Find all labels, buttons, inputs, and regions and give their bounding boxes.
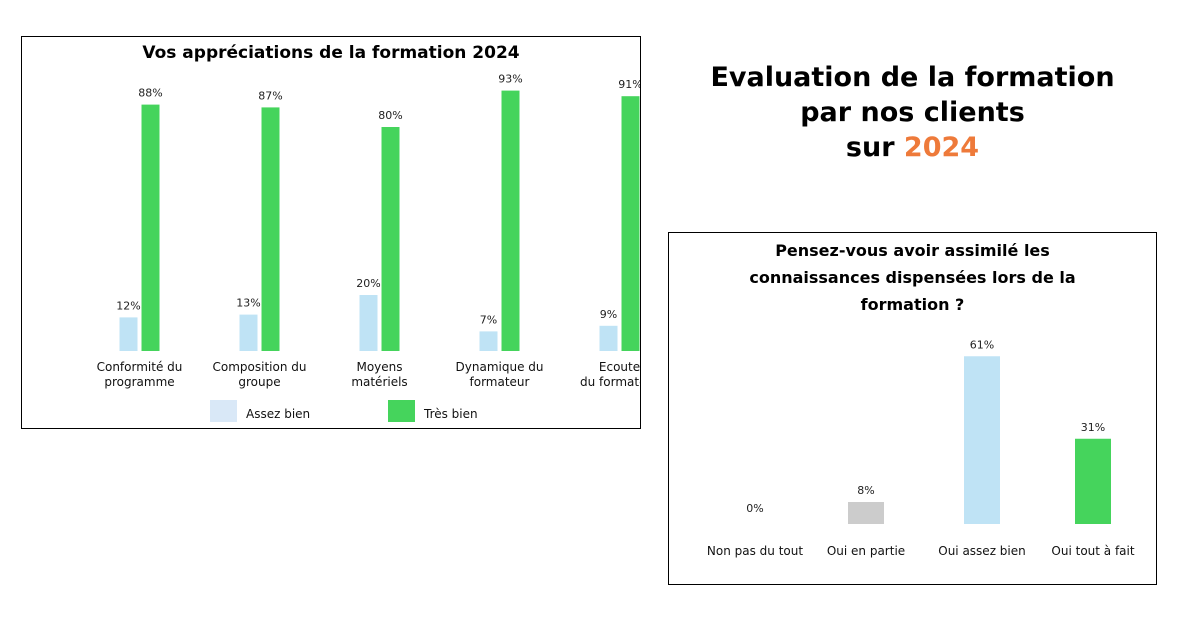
bar-tres-bien-3 [501, 90, 520, 351]
category-label: Oui en partie [827, 544, 905, 558]
legend-swatch-assez-bien [210, 400, 237, 422]
bar-tres-bien-2 [381, 127, 400, 351]
heading-line-3: sur 2024 [680, 130, 1145, 165]
bar-value-label: 93% [498, 73, 522, 86]
legend-label-assez-bien: Assez bien [246, 407, 310, 421]
bar-value-label: 7% [480, 313, 497, 326]
assimilation-chart-panel: Pensez-vous avoir assimilé les connaissa… [668, 232, 1157, 585]
category-label: Non pas du tout [707, 544, 803, 558]
bar-value-label: 9% [600, 308, 617, 321]
bar-value-label: 12% [116, 299, 140, 312]
bar-value-label: 13% [236, 297, 260, 310]
bar-tres-bien-0 [141, 104, 160, 351]
category-label: Moyens [356, 360, 402, 374]
bar-value-label: 8% [857, 484, 874, 497]
main-heading: Evaluation de la formation par nos clien… [680, 60, 1145, 165]
bar-value-label: 88% [138, 87, 162, 100]
assimilation-title-line-2: connaissances dispensées lors de la [749, 268, 1076, 287]
heading-line-1: Evaluation de la formation [710, 62, 1115, 93]
bar-value-label: 61% [970, 338, 994, 351]
legend-swatch-tres-bien [388, 400, 415, 422]
bar-assez-bien-3 [479, 331, 498, 351]
appreciation-chart-panel: Vos appréciations de la formation 2024 1… [21, 36, 641, 429]
category-label: formateur [470, 375, 530, 389]
assimilation-title-line-1: Pensez-vous avoir assimilé les [775, 241, 1050, 260]
bar-value-label: 31% [1081, 421, 1105, 434]
bar-value-label: 87% [258, 89, 282, 102]
bar-assez-bien-0 [119, 317, 138, 351]
bar-value-label: 80% [378, 109, 402, 122]
bar-tres-bien-4 [621, 96, 640, 351]
category-label: matériels [351, 375, 407, 389]
category-label: Composition du [213, 360, 307, 374]
bar-3 [1075, 438, 1111, 524]
bar-assez-bien-4 [599, 325, 618, 351]
heading-prefix: sur [845, 132, 904, 163]
bar-value-label: 91% [618, 78, 640, 91]
bar-value-label: 20% [356, 277, 380, 290]
assimilation-title-line-3: formation ? [860, 295, 965, 314]
category-label: du formateur [580, 375, 640, 389]
category-label: Ecoute [599, 360, 640, 374]
bar-assez-bien-1 [239, 314, 258, 351]
bar-assez-bien-2 [359, 295, 378, 351]
category-label: Oui assez bien [938, 544, 1026, 558]
heading-line-2: par nos clients [800, 97, 1025, 128]
bar-value-label: 0% [746, 502, 763, 515]
category-label: Conformité du [97, 360, 183, 374]
legend-label-tres-bien: Très bien [423, 407, 478, 421]
category-label: Dynamique du [456, 360, 544, 374]
assimilation-chart-svg: 0% Non pas du tout 8% Oui en partie 61% Oui a… [707, 338, 1135, 558]
assimilation-chart-title: Pensez-vous avoir assimilé les connaissa… [669, 237, 1156, 318]
bar-tres-bien-1 [261, 107, 280, 352]
appreciation-chart-title: Vos appréciations de la formation 2024 [142, 43, 520, 63]
heading-year: 2024 [903, 132, 980, 163]
category-label: programme [104, 375, 174, 389]
category-label: Oui tout à fait [1051, 544, 1134, 558]
bar-2 [964, 356, 1000, 524]
category-label: groupe [238, 375, 280, 389]
bar-1 [848, 502, 884, 524]
